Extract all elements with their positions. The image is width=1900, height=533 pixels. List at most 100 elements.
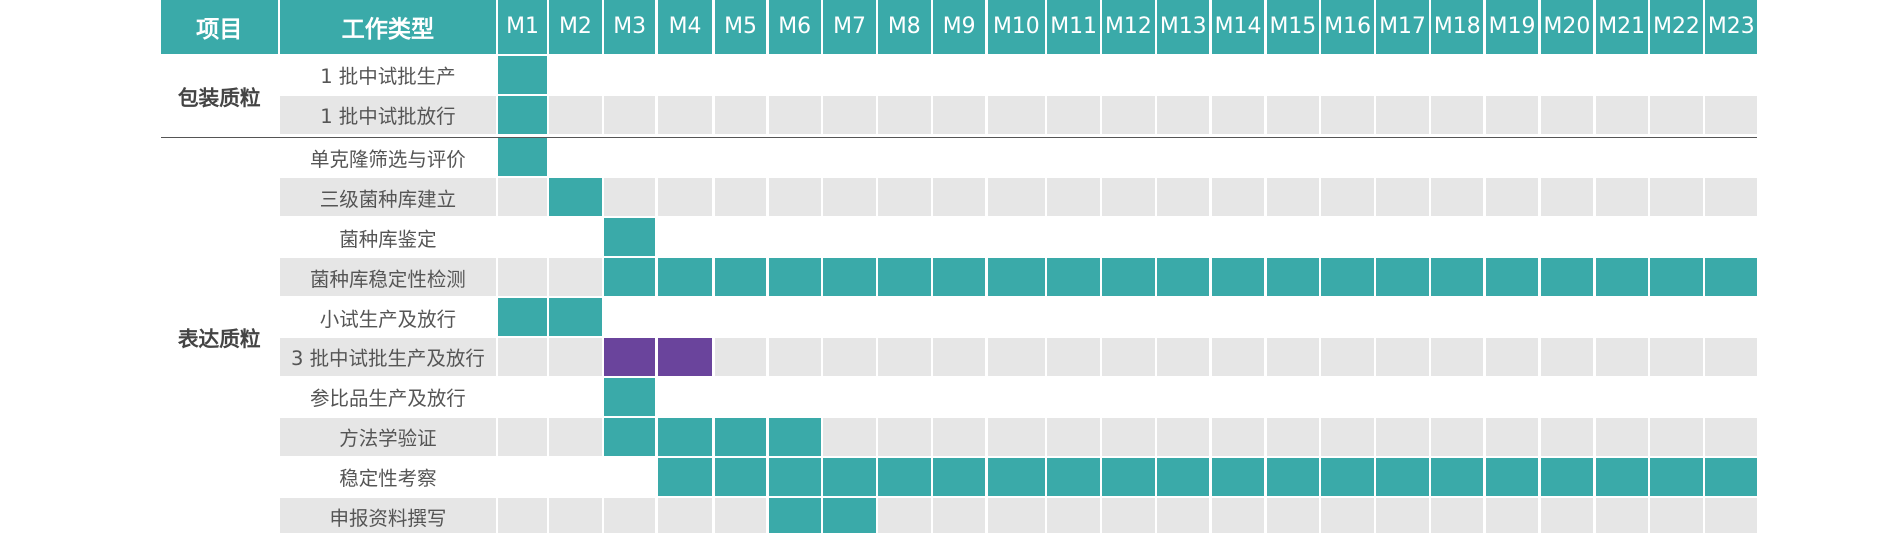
month-cell [1595,95,1648,134]
month-cell [932,497,986,533]
month-cell [1705,178,1758,217]
month-cell [878,95,931,134]
header-month: M9 [932,0,986,54]
month-cell [1705,378,1758,416]
task-bar-cell [1540,457,1594,496]
month-cell [1595,338,1648,376]
task-bar-cell [1540,258,1594,296]
month-cell [1376,138,1429,177]
month-cell [768,218,821,256]
month-cell [549,218,602,256]
task-bar-cell [604,378,656,416]
month-cell [1595,56,1648,94]
task-bar-cell [604,418,656,456]
header-month: M20 [1540,0,1594,54]
month-cell [1102,378,1155,416]
month-cell [549,138,602,177]
task-name: 1 批中试批放行 [280,95,496,134]
month-cell [498,338,547,376]
task-bar-cell [768,497,821,533]
task-bar-cell [987,457,1045,496]
month-cell [498,457,547,496]
task-bar-cell [657,418,713,456]
month-cell [604,497,656,533]
month-cell [549,338,602,376]
task-bar-cell [657,457,713,496]
month-cell [987,178,1045,217]
month-cell [498,258,547,296]
month-cell [1540,338,1594,376]
month-cell [1157,178,1210,217]
month-cell [987,298,1045,336]
month-cell [1266,218,1320,256]
task-name: 1 批中试批生产 [280,56,496,94]
month-cell [1705,338,1758,376]
task-bar-cell [1211,457,1265,496]
month-cell [1485,138,1539,177]
month-cell [878,338,931,376]
month-cell [498,378,547,416]
task-bar-cell [1431,457,1484,496]
header-month: M18 [1431,0,1484,54]
month-cell [1266,378,1320,416]
month-cell [604,138,656,177]
header-month: M15 [1266,0,1320,54]
task-bar-cell [1431,258,1484,296]
task-bar-cell [498,95,547,134]
month-cell [932,178,986,217]
month-cell [1431,95,1484,134]
task-bar-cell [604,258,656,296]
month-cell [657,378,713,416]
task-name: 单克隆筛选与评价 [280,138,496,177]
month-cell [1485,56,1539,94]
month-cell [1650,95,1703,134]
task-bar-cell [1102,258,1155,296]
month-cell [932,418,986,456]
month-cell [1595,138,1648,177]
month-cell [1376,378,1429,416]
month-cell [1321,56,1374,94]
month-cell [714,56,767,94]
month-cell [657,56,713,94]
task-bar-cell [1705,457,1758,496]
month-cell [1047,178,1100,217]
header-month: M1 [498,0,547,54]
month-cell [1431,178,1484,217]
task-bar-cell [878,258,931,296]
month-cell [714,138,767,177]
month-cell [1321,218,1374,256]
month-cell [1157,298,1210,336]
month-cell [1376,338,1429,376]
month-cell [878,378,931,416]
task-bar-cell [498,138,547,177]
month-cell [714,378,767,416]
month-cell [549,418,602,456]
month-cell [932,218,986,256]
header-month: M22 [1650,0,1703,54]
month-cell [1266,178,1320,217]
task-bar-cell [657,258,713,296]
header-month: M17 [1376,0,1429,54]
task-name: 方法学验证 [280,418,496,456]
month-cell [1595,378,1648,416]
task-bar-cell [1650,457,1703,496]
month-cell [768,95,821,134]
month-cell [1102,418,1155,456]
month-cell [549,56,602,94]
month-cell [1650,418,1703,456]
month-cell [657,497,713,533]
month-cell [1595,418,1648,456]
month-cell [1102,497,1155,533]
task-bar-cell [714,418,767,456]
month-cell [1157,418,1210,456]
month-cell [549,497,602,533]
month-cell [1705,95,1758,134]
month-cell [1321,138,1374,177]
month-cell [987,56,1045,94]
task-bar-cell [1266,258,1320,296]
month-cell [823,338,876,376]
month-cell [1157,56,1210,94]
header-month: M6 [768,0,821,54]
month-cell [878,138,931,177]
